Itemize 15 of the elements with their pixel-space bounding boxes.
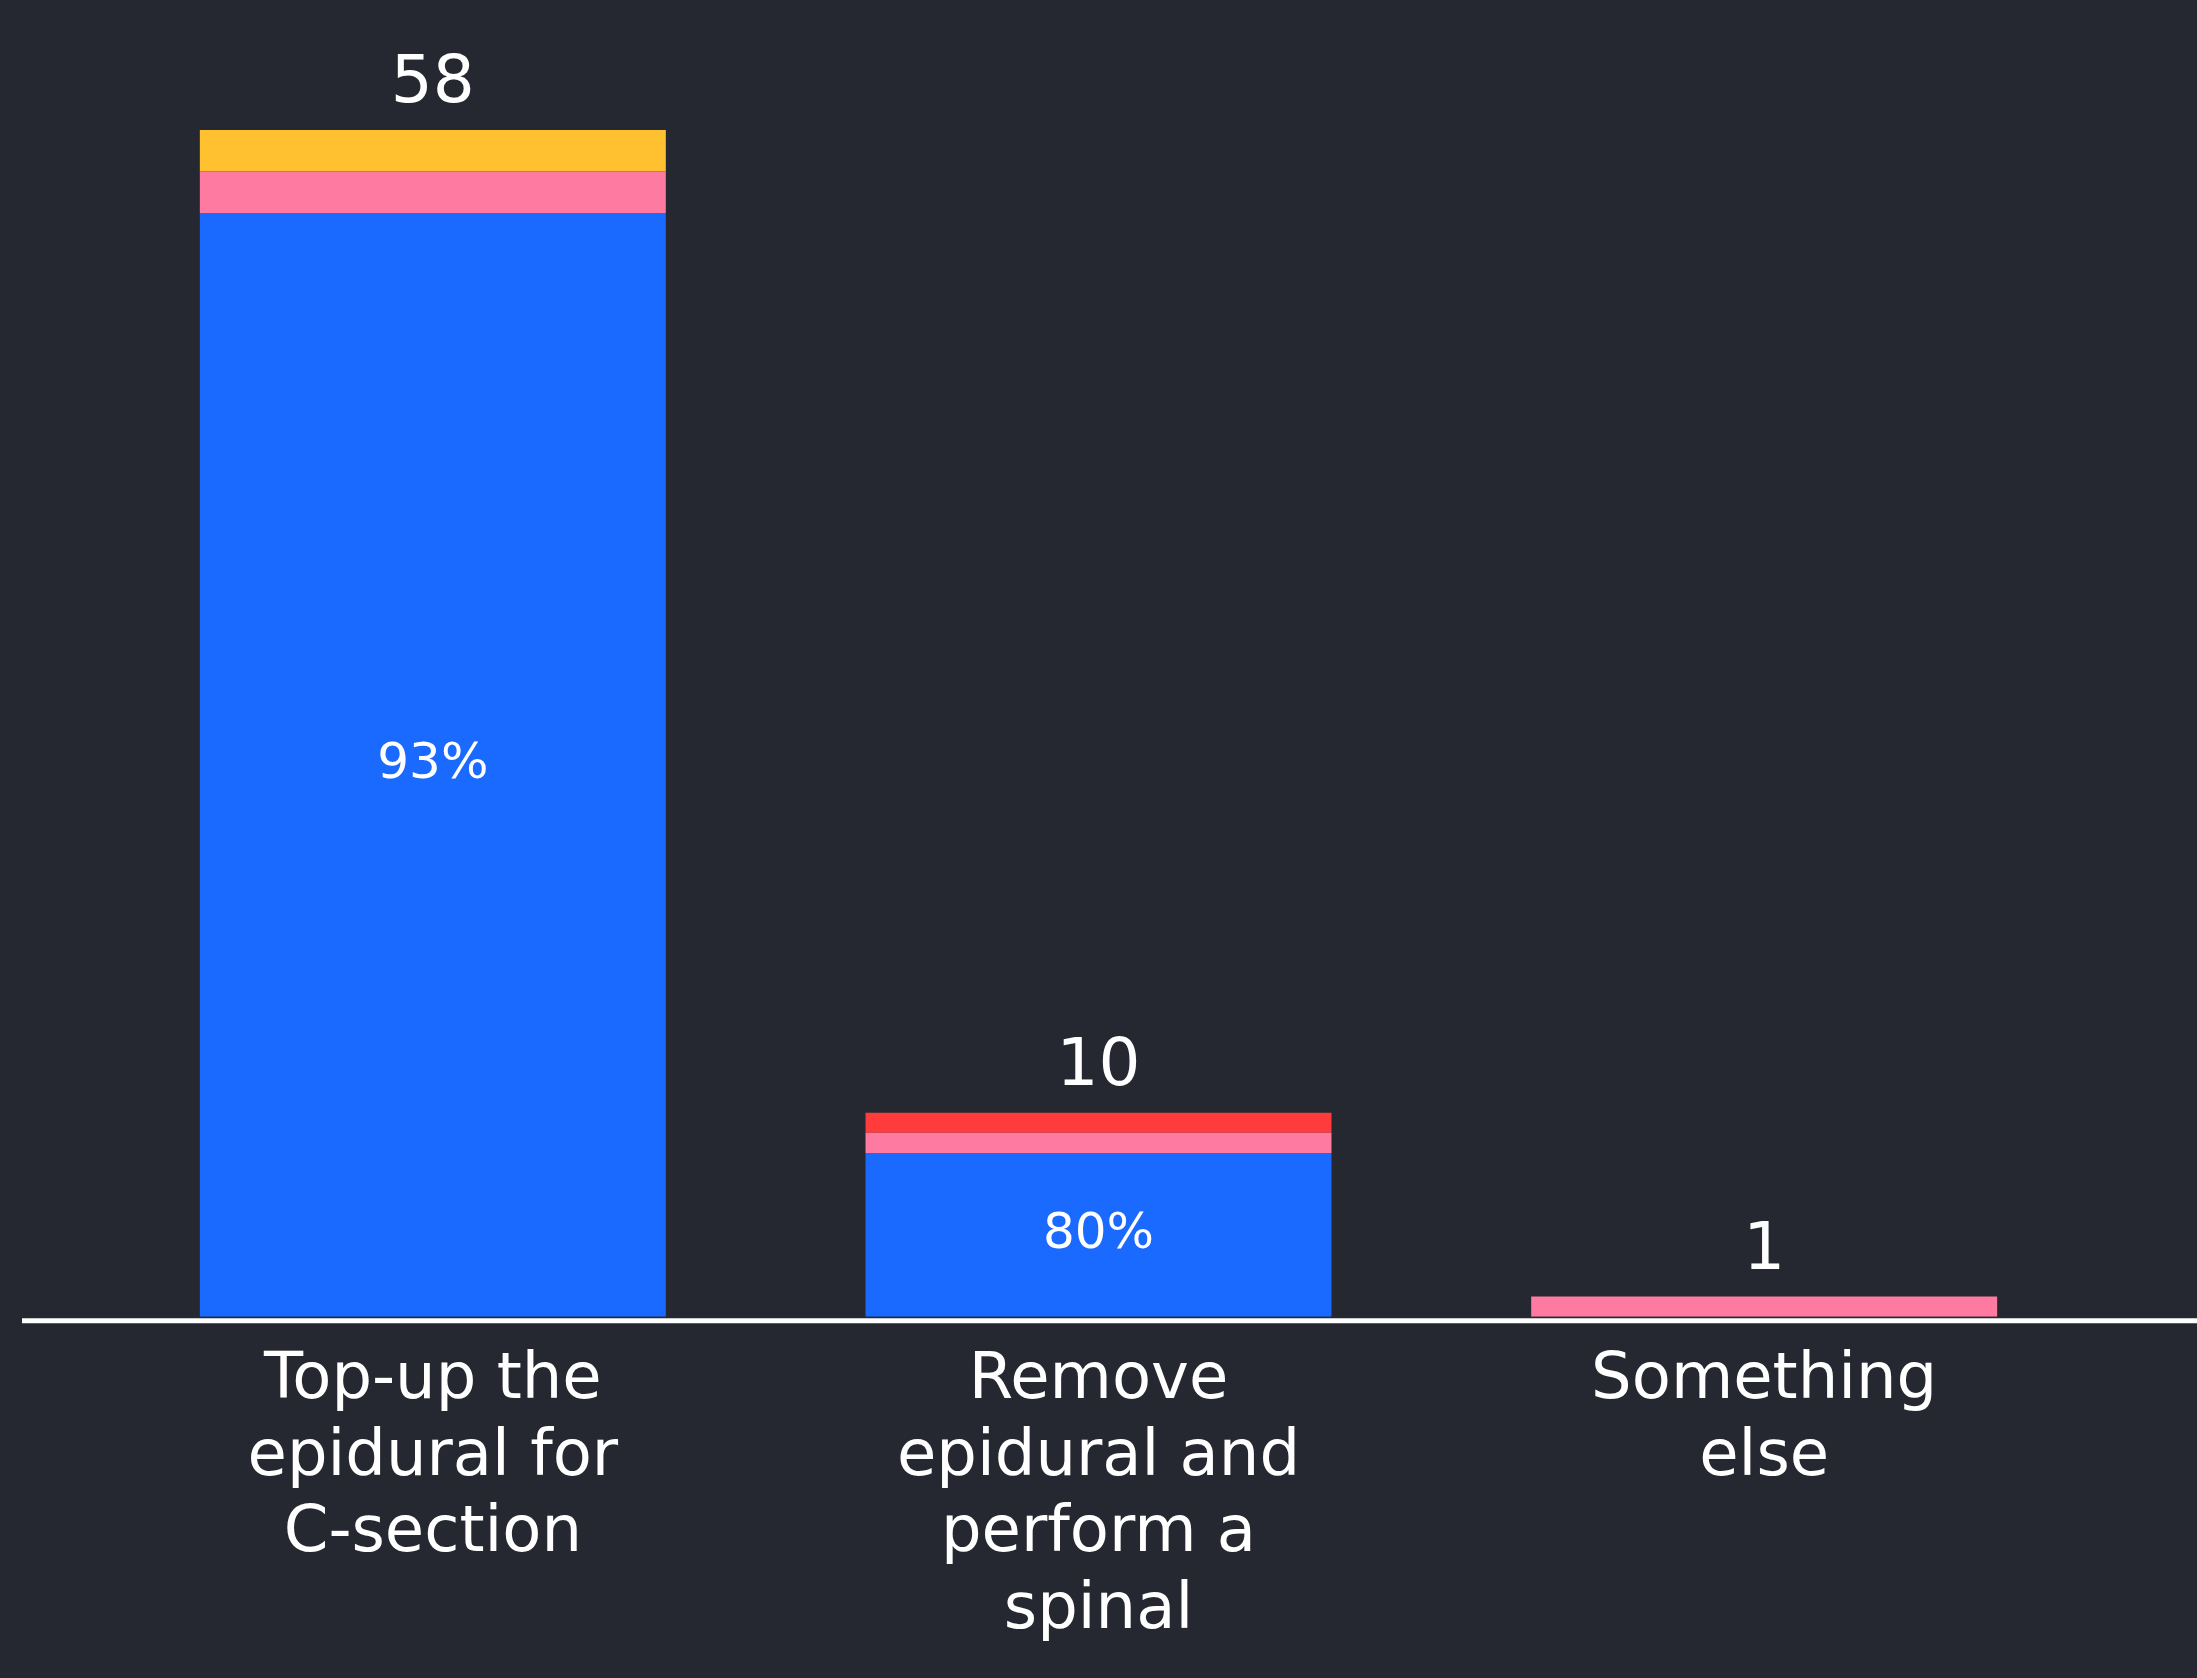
bar — [865, 1132, 1332, 1154]
x-tick-label: Remove epidural and perform a spinal — [896, 1338, 1301, 1644]
bar — [199, 213, 666, 1317]
annotation: 10 — [1056, 1023, 1141, 1101]
bar — [865, 1112, 1332, 1133]
annotation: 80% — [1042, 1201, 1155, 1260]
annotation: 93% — [377, 731, 489, 790]
x-tick-label: Top-up the epidural for C-section — [247, 1338, 619, 1567]
bar — [1531, 1296, 1998, 1317]
bar — [199, 130, 666, 172]
annotation: 1 — [1743, 1207, 1786, 1285]
x-tick-label: Something else — [1591, 1338, 1938, 1490]
text: 58 — [390, 41, 475, 119]
bar — [199, 171, 666, 214]
bar — [865, 1153, 1332, 1317]
